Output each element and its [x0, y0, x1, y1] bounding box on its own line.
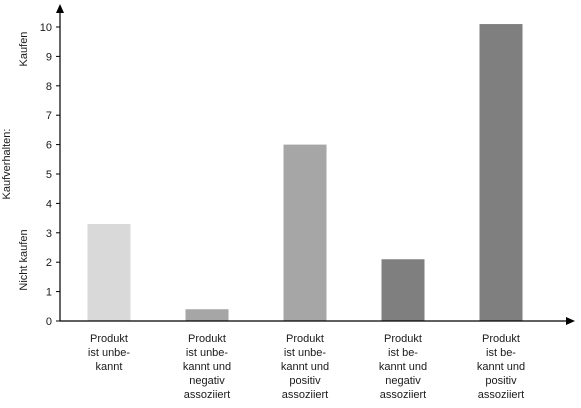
y-axis-arrow: [56, 4, 64, 13]
y-tick-label: 5: [46, 169, 52, 181]
category-label: Produkt ist unbe-kannt und positiv assoziie…: [281, 333, 329, 401]
y-axis-title: Kaufverhalten:: [1, 129, 13, 200]
y-tick-label: 4: [46, 198, 52, 210]
bar: [87, 223, 131, 321]
bar: [381, 259, 425, 321]
bars-group: [87, 24, 523, 322]
y-label-high: Kaufen: [18, 32, 30, 67]
bar: [479, 24, 523, 322]
y-label-low: Nicht kaufen: [18, 229, 30, 290]
category-label: Produkt ist be-kannt und negativ assoziiert: [379, 333, 427, 401]
y-ticks-group: 0 1 2 3 4 5 6 7 8 9 10: [40, 22, 60, 328]
y-tick-label: 2: [46, 257, 52, 269]
y-tick-label: 7: [46, 110, 52, 122]
category-label: Produkt ist unbe-kannt und negativ assoziie…: [183, 333, 231, 401]
category-label: Produkt ist be-kannt und positiv assoziiert: [477, 333, 525, 401]
bar: [185, 309, 229, 321]
axes-group: [56, 4, 575, 325]
y-tick-label: 9: [46, 51, 52, 63]
y-tick-label: 8: [46, 81, 52, 93]
side-labels-group: Kaufen Kaufverhalten: Nicht kaufen: [1, 32, 30, 291]
y-tick-label: 10: [40, 22, 52, 34]
y-tick-label: 0: [46, 316, 52, 328]
category-label: Produkt ist unbe-kannt: [88, 333, 131, 373]
y-tick-label: 6: [46, 140, 52, 152]
y-tick-label: 3: [46, 228, 52, 240]
y-tick-label: 1: [46, 287, 52, 299]
category-labels-group: Produkt ist unbe-kannt Produkt ist unbe-kan…: [88, 333, 525, 401]
bar: [283, 144, 327, 321]
x-axis-arrow: [566, 317, 575, 325]
